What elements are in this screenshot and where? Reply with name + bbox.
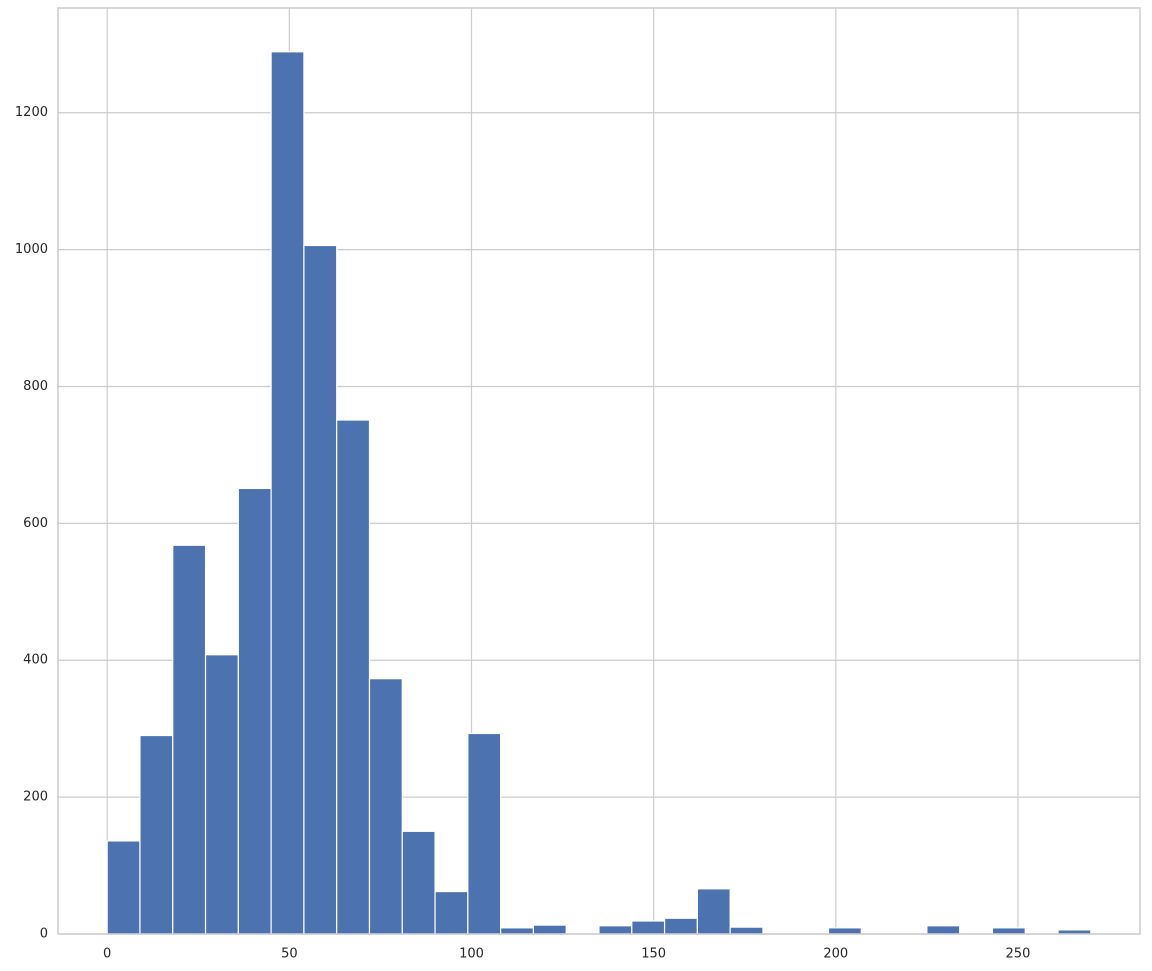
bar: [991, 927, 1026, 935]
x-tick-label: 200: [823, 947, 848, 962]
bar: [172, 544, 207, 935]
plot-frame: [57, 7, 1141, 935]
y-tick-label: 0: [40, 927, 48, 942]
x-tick-label: 100: [459, 947, 484, 962]
y-tick-label: 1200: [15, 105, 48, 120]
bar-layer: [106, 51, 1092, 935]
x-tick-label: 50: [281, 947, 298, 962]
bar: [729, 926, 764, 935]
y-tick-label: 800: [23, 379, 48, 394]
y-tick-label: 1000: [15, 242, 48, 257]
bar: [336, 419, 371, 935]
bar: [401, 830, 436, 935]
bar: [827, 927, 862, 935]
bar: [204, 654, 239, 935]
bar: [106, 840, 141, 935]
x-tick-label: 150: [641, 947, 666, 962]
x-tick-label: 0: [103, 947, 111, 962]
bar: [368, 678, 403, 935]
bar: [663, 917, 698, 935]
bar: [139, 734, 174, 935]
label-layer: 0 200 400 600 800 1000 1200 0 50 100 150 200 250: [15, 105, 1030, 961]
bar: [270, 51, 305, 935]
bar: [696, 888, 731, 935]
bar: [500, 927, 535, 935]
bar: [631, 920, 666, 935]
bar: [434, 890, 469, 935]
y-tick-label: 600: [23, 516, 48, 531]
y-tick-label: 400: [23, 653, 48, 668]
bar: [926, 925, 961, 935]
x-tick-label: 250: [1006, 947, 1031, 962]
bar: [598, 925, 633, 935]
bar: [532, 924, 567, 935]
y-tick-label: 200: [23, 790, 48, 805]
bar: [303, 244, 338, 935]
bar: [467, 732, 502, 935]
bar: [237, 487, 272, 935]
